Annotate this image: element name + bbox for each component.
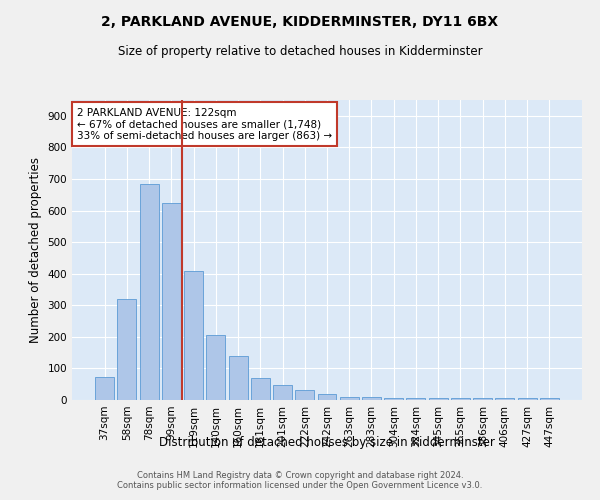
Bar [206,336,225,400]
Bar [317,394,337,400]
Bar [362,397,381,400]
Bar [540,398,559,400]
Bar [473,398,492,400]
Bar [118,299,136,400]
Text: Contains HM Land Registry data © Crown copyright and database right 2024.
Contai: Contains HM Land Registry data © Crown c… [118,470,482,490]
Text: Distribution of detached houses by size in Kidderminster: Distribution of detached houses by size … [159,436,495,449]
Bar [140,184,158,400]
Bar [451,398,470,400]
Bar [95,378,114,400]
Bar [273,385,292,400]
Bar [295,390,314,400]
Bar [384,398,403,400]
Bar [162,202,181,400]
Bar [496,398,514,400]
Bar [518,398,536,400]
Bar [184,270,203,400]
Text: 2, PARKLAND AVENUE, KIDDERMINSTER, DY11 6BX: 2, PARKLAND AVENUE, KIDDERMINSTER, DY11 … [101,15,499,29]
Bar [251,378,270,400]
Y-axis label: Number of detached properties: Number of detached properties [29,157,42,343]
Text: Size of property relative to detached houses in Kidderminster: Size of property relative to detached ho… [118,45,482,58]
Bar [229,356,248,400]
Bar [406,398,425,400]
Bar [429,398,448,400]
Bar [340,397,359,400]
Text: 2 PARKLAND AVENUE: 122sqm
← 67% of detached houses are smaller (1,748)
33% of se: 2 PARKLAND AVENUE: 122sqm ← 67% of detac… [77,108,332,140]
